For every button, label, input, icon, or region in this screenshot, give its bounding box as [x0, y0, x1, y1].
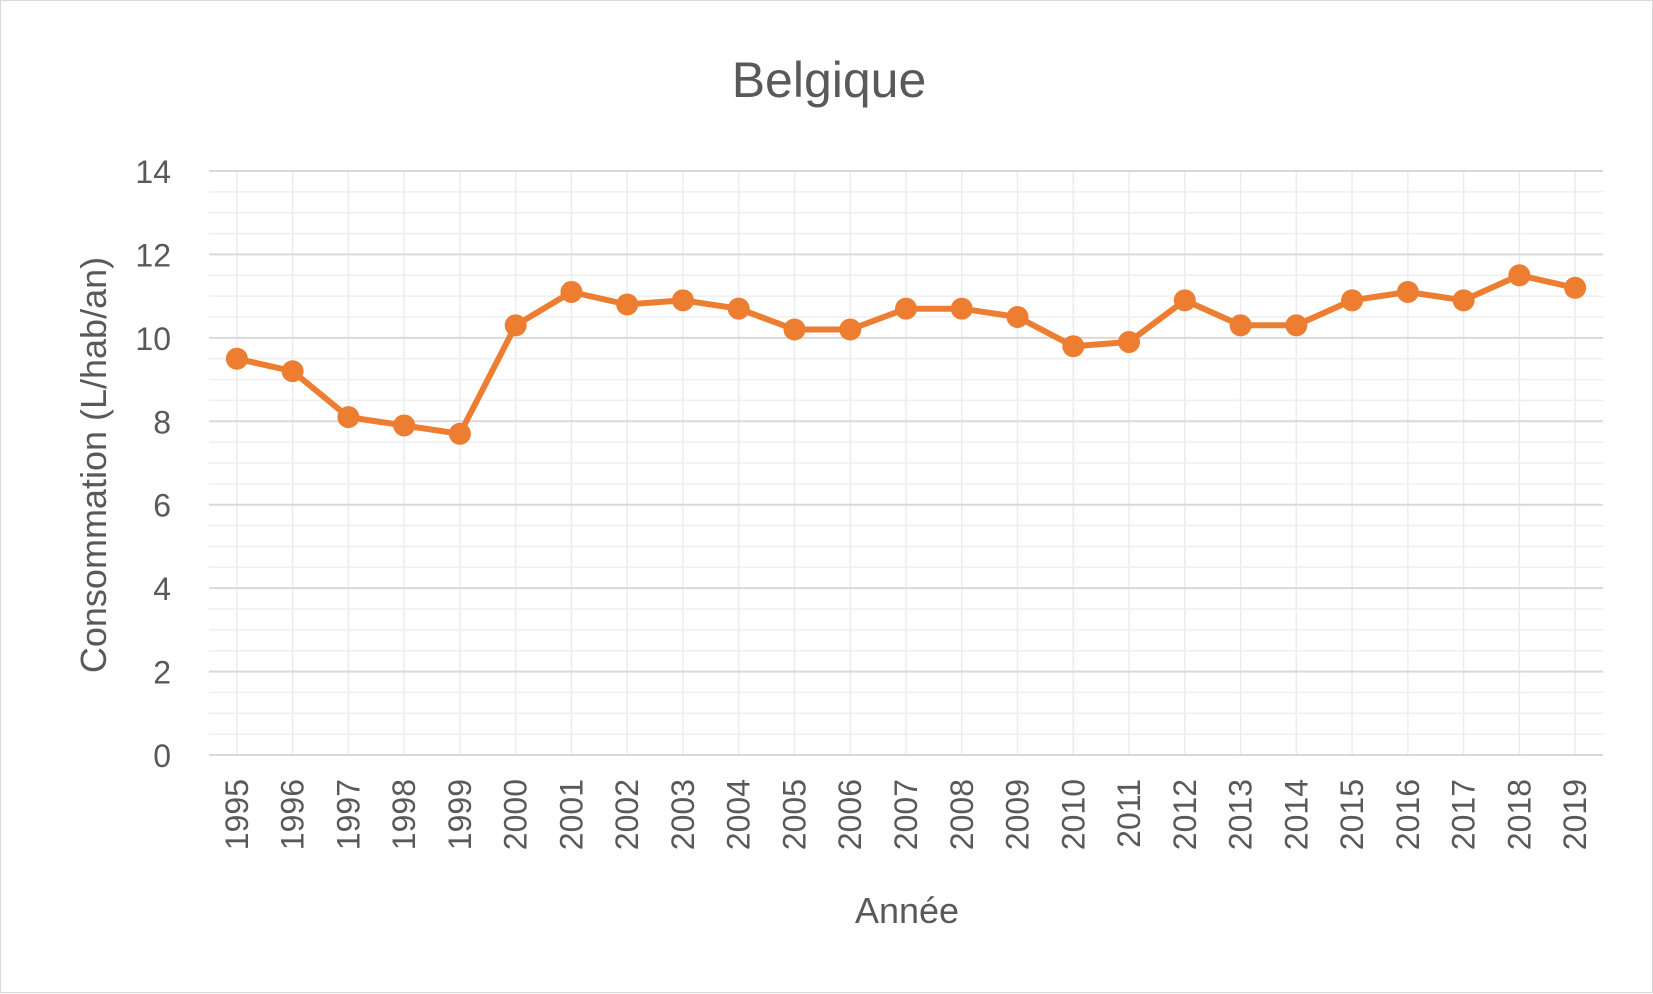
- data-point: [393, 414, 416, 437]
- x-tick-label: 2004: [721, 779, 757, 850]
- data-point: [783, 318, 806, 341]
- data-point: [727, 297, 750, 320]
- x-axis-title: Année: [855, 890, 959, 931]
- x-tick-label: 2014: [1278, 779, 1314, 850]
- y-tick-label: 0: [153, 738, 171, 774]
- x-tick-label: 2017: [1446, 779, 1482, 850]
- x-tick-label: 2012: [1167, 779, 1203, 850]
- x-tick-label: 2008: [944, 779, 980, 850]
- x-axis: 1995 1996 1997 1998 1999 2000 2001 2002 2003 2004…: [209, 754, 1603, 850]
- x-tick-label: 1998: [386, 779, 422, 850]
- grid-lines: [209, 170, 1603, 755]
- data-point: [1229, 314, 1252, 337]
- data-point: [504, 314, 527, 337]
- data-point: [1396, 280, 1419, 303]
- data-point: [281, 360, 304, 383]
- x-tick-label: 1996: [275, 779, 311, 850]
- x-tick-label: 2011: [1111, 779, 1147, 848]
- series-layer: [225, 264, 1587, 445]
- x-tick-label: 2013: [1223, 779, 1259, 850]
- data-point: [1118, 331, 1141, 354]
- chart-title: Belgique: [732, 52, 927, 108]
- data-point: [616, 293, 639, 316]
- data-point: [671, 289, 694, 312]
- data-point: [560, 280, 583, 303]
- x-tick-label: 1999: [442, 779, 478, 850]
- data-point: [1285, 314, 1308, 337]
- x-tick-label: 2018: [1501, 779, 1537, 850]
- data-point: [1508, 264, 1531, 287]
- data-point: [337, 406, 360, 429]
- data-point: [950, 297, 973, 320]
- x-tick-label: 1997: [330, 779, 366, 850]
- data-point: [1452, 289, 1475, 312]
- y-tick-label: 10: [135, 321, 171, 357]
- y-axis: 0 2 4 6 8 10 12 14: [135, 154, 171, 774]
- y-tick-label: 8: [153, 404, 171, 440]
- y-tick-label: 12: [135, 237, 171, 273]
- x-tick-label: 2010: [1055, 779, 1091, 850]
- y-tick-label: 4: [153, 571, 171, 607]
- data-point: [448, 422, 471, 445]
- x-tick-label: 1995: [219, 779, 255, 850]
- data-point: [895, 297, 917, 320]
- x-tick-label: 2002: [609, 779, 645, 850]
- y-axis-title: Consommation (L/hab/an): [73, 257, 114, 673]
- data-point: [839, 318, 862, 341]
- x-tick-label: 2015: [1334, 779, 1370, 850]
- x-tick-label: 2009: [1000, 779, 1036, 850]
- data-point: [1341, 289, 1364, 312]
- data-point: [225, 347, 248, 370]
- x-tick-label: 2006: [832, 779, 868, 850]
- x-tick-label: 2019: [1557, 779, 1593, 850]
- data-point: [1173, 289, 1196, 312]
- x-tick-label: 2007: [888, 779, 924, 850]
- x-tick-label: 2001: [553, 779, 589, 850]
- x-tick-label: 2016: [1390, 779, 1426, 850]
- x-tick-label: 2000: [498, 779, 534, 850]
- data-point: [1062, 335, 1085, 358]
- data-point: [1564, 276, 1587, 299]
- y-tick-label: 2: [153, 655, 171, 691]
- y-tick-label: 6: [153, 488, 171, 524]
- x-tick-label: 2003: [665, 779, 701, 850]
- y-tick-label: 14: [135, 154, 171, 190]
- x-tick-label: 2005: [776, 779, 812, 850]
- data-point: [1006, 306, 1029, 328]
